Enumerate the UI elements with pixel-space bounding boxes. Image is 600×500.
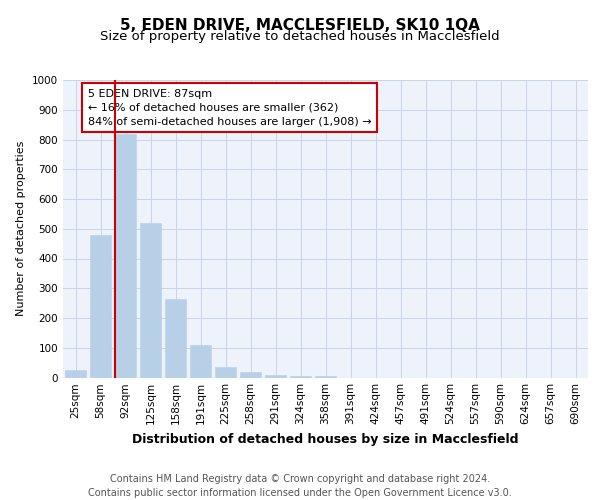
Bar — [315, 376, 336, 378]
Bar — [165, 298, 186, 378]
Bar — [265, 374, 286, 378]
Y-axis label: Number of detached properties: Number of detached properties — [16, 141, 26, 316]
Bar — [140, 223, 161, 378]
Bar — [240, 372, 261, 378]
Bar — [90, 234, 111, 378]
Text: 5 EDEN DRIVE: 87sqm
← 16% of detached houses are smaller (362)
84% of semi-detac: 5 EDEN DRIVE: 87sqm ← 16% of detached ho… — [88, 89, 371, 127]
Bar — [190, 345, 211, 378]
Text: Contains HM Land Registry data © Crown copyright and database right 2024.
Contai: Contains HM Land Registry data © Crown c… — [88, 474, 512, 498]
Bar — [215, 367, 236, 378]
X-axis label: Distribution of detached houses by size in Macclesfield: Distribution of detached houses by size … — [132, 433, 519, 446]
Bar — [290, 376, 311, 378]
Text: Size of property relative to detached houses in Macclesfield: Size of property relative to detached ho… — [100, 30, 500, 43]
Bar — [65, 370, 86, 378]
Bar — [115, 134, 136, 378]
Text: 5, EDEN DRIVE, MACCLESFIELD, SK10 1QA: 5, EDEN DRIVE, MACCLESFIELD, SK10 1QA — [120, 18, 480, 32]
